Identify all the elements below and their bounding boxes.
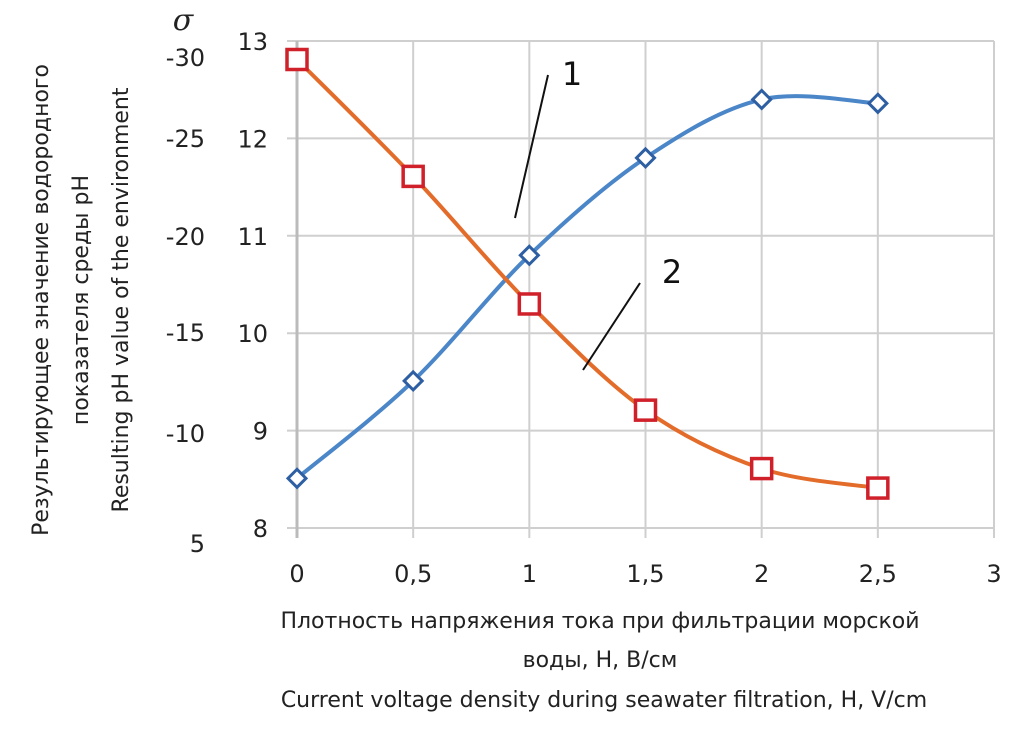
y-axis-title-line: Resulting pH value of the environment <box>109 87 134 512</box>
x-tick-label: 3 <box>986 560 1001 588</box>
x-tick-label: 1 <box>522 560 537 588</box>
series-2-point <box>866 476 890 500</box>
series-2-point <box>285 47 309 72</box>
y-axis-title-line: Результирующее значение водородного <box>29 64 54 536</box>
x-tick-label: 2 <box>754 560 769 588</box>
x-axis-title-line: воды, Н, В/см <box>523 648 678 673</box>
annotation-leader-line <box>582 282 641 371</box>
series-2-point <box>517 292 542 316</box>
x-tick-label: 0,5 <box>394 560 432 588</box>
series-1-point <box>750 88 773 111</box>
annotation-leader-line <box>514 74 549 219</box>
x-axis-title-line: Плотность напряжения тока при фильтрации… <box>280 609 919 634</box>
series-1-line <box>295 94 878 480</box>
y-tick-label: 8 <box>253 515 268 543</box>
sigma-axis-symbol: σ <box>173 3 195 38</box>
y-tick-label: 13 <box>237 28 268 56</box>
x-axis-title-line: Current voltage density during seawater … <box>281 688 927 713</box>
x-tick-label: 2,5 <box>859 560 897 588</box>
y-tick-label: 11 <box>237 223 268 251</box>
series-1-point <box>402 369 425 393</box>
x-tick-label: 1,5 <box>626 560 664 588</box>
y-tick-label: 10 <box>237 320 268 348</box>
series-2-point <box>633 398 658 422</box>
annotation-label: 1 <box>562 55 582 93</box>
series-1-point <box>866 92 889 115</box>
y-tick-label: 9 <box>253 418 268 446</box>
sigma-tick-label: -25 <box>166 125 205 153</box>
sigma-tick-label: 5 <box>190 530 205 558</box>
series-1-point <box>518 244 541 267</box>
y-axis-title-line: показателя среды pH <box>69 175 94 425</box>
y-tick-label: 12 <box>237 125 268 153</box>
sigma-tick-label: -10 <box>166 420 205 448</box>
series-1-point <box>285 467 309 490</box>
series-2-point <box>749 456 774 481</box>
annotation-label: 2 <box>662 253 682 291</box>
sigma-tick-label: -20 <box>166 223 205 251</box>
x-tick-label: 0 <box>289 560 304 588</box>
sigma-tick-label: -30 <box>166 44 205 72</box>
sigma-tick-label: -15 <box>166 319 205 347</box>
series-1-point <box>634 146 657 170</box>
series-2-point <box>401 164 425 189</box>
series-2-line <box>295 58 879 491</box>
